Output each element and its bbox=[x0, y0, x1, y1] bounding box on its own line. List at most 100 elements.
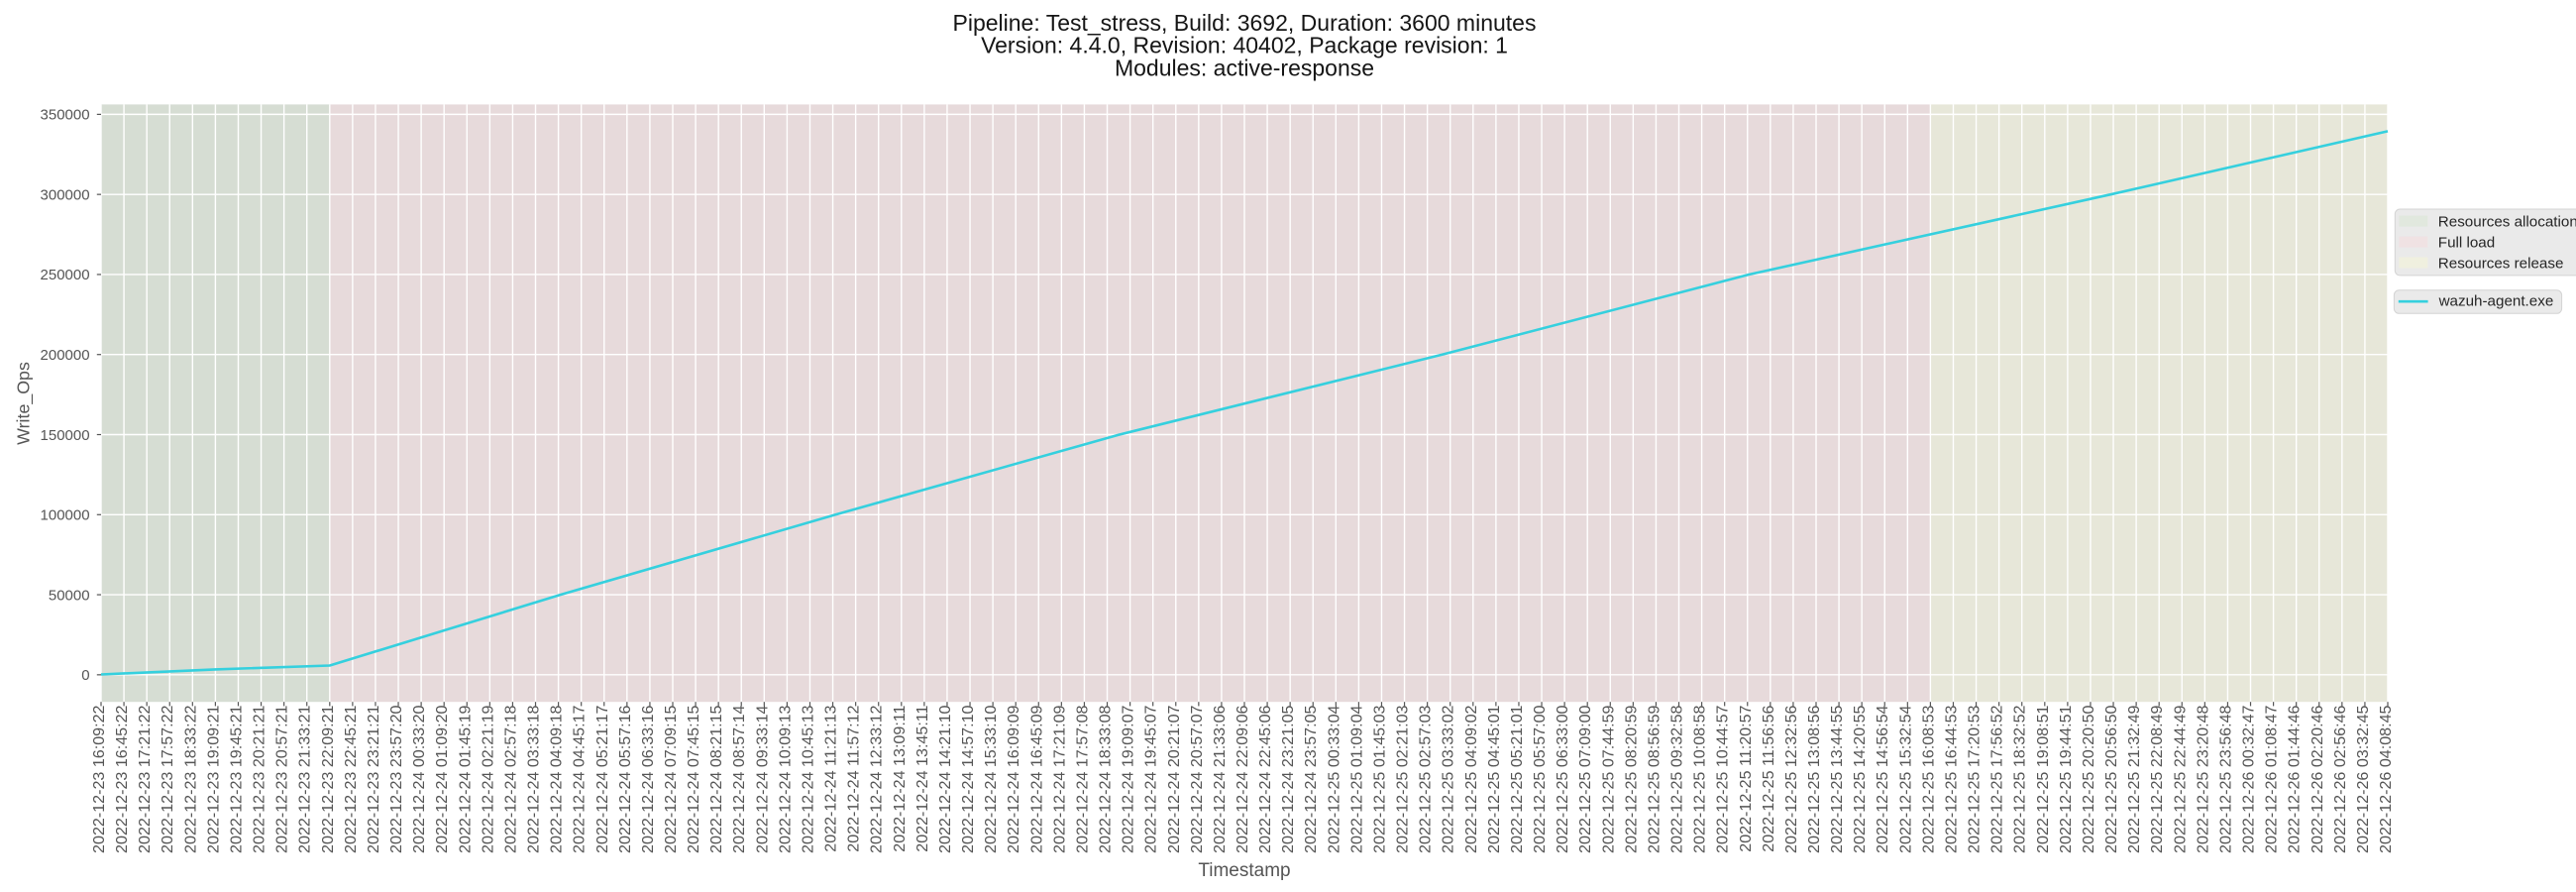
svg-text:2022-12-23 20:21:21: 2022-12-23 20:21:21 bbox=[251, 705, 268, 852]
svg-text:2022-12-24 22:09:06: 2022-12-24 22:09:06 bbox=[1234, 705, 1251, 852]
svg-text:2022-12-24 21:33:06: 2022-12-24 21:33:06 bbox=[1211, 705, 1229, 852]
svg-text:2022-12-25 00:33:04: 2022-12-25 00:33:04 bbox=[1325, 705, 1342, 852]
svg-text:2022-12-24 05:57:16: 2022-12-24 05:57:16 bbox=[616, 705, 634, 852]
svg-text:2022-12-23 17:21:22: 2022-12-23 17:21:22 bbox=[136, 705, 154, 852]
svg-text:2022-12-23 20:57:21: 2022-12-23 20:57:21 bbox=[273, 705, 291, 852]
svg-text:2022-12-24 19:09:07: 2022-12-24 19:09:07 bbox=[1120, 705, 1137, 852]
svg-text:Pipeline: Test_stress, Build:: Pipeline: Test_stress, Build: 3692, Dura… bbox=[953, 10, 1537, 36]
svg-text:2022-12-25 11:56:56: 2022-12-25 11:56:56 bbox=[1760, 705, 1777, 851]
svg-text:2022-12-25 23:56:48: 2022-12-25 23:56:48 bbox=[2216, 705, 2234, 852]
svg-text:2022-12-25 22:08:49: 2022-12-25 22:08:49 bbox=[2148, 705, 2166, 852]
svg-text:2022-12-24 11:57:12: 2022-12-24 11:57:12 bbox=[845, 705, 863, 851]
svg-text:2022-12-25 17:56:52: 2022-12-25 17:56:52 bbox=[1988, 705, 2006, 852]
svg-text:2022-12-23 22:45:21: 2022-12-23 22:45:21 bbox=[342, 705, 360, 852]
svg-text:Write_Ops: Write_Ops bbox=[14, 362, 35, 445]
svg-text:2022-12-23 22:09:21: 2022-12-23 22:09:21 bbox=[319, 705, 337, 852]
svg-text:2022-12-25 14:20:55: 2022-12-25 14:20:55 bbox=[1851, 705, 1869, 852]
svg-text:2022-12-25 08:20:59: 2022-12-25 08:20:59 bbox=[1622, 705, 1640, 852]
svg-text:50000: 50000 bbox=[49, 587, 90, 604]
svg-text:wazuh-agent.exe: wazuh-agent.exe bbox=[2438, 293, 2554, 310]
svg-text:2022-12-25 09:32:58: 2022-12-25 09:32:58 bbox=[1668, 705, 1686, 852]
svg-text:2022-12-24 14:21:10: 2022-12-24 14:21:10 bbox=[936, 705, 954, 852]
svg-text:2022-12-26 01:44:46: 2022-12-26 01:44:46 bbox=[2286, 705, 2304, 852]
svg-text:2022-12-24 10:45:13: 2022-12-24 10:45:13 bbox=[799, 705, 816, 852]
svg-text:2022-12-24 03:33:18: 2022-12-24 03:33:18 bbox=[525, 705, 543, 852]
svg-text:2022-12-24 01:45:19: 2022-12-24 01:45:19 bbox=[456, 705, 474, 852]
svg-text:2022-12-25 02:21:03: 2022-12-25 02:21:03 bbox=[1394, 705, 1412, 852]
svg-text:2022-12-25 19:44:51: 2022-12-25 19:44:51 bbox=[2057, 705, 2075, 852]
svg-text:Modules: active-response: Modules: active-response bbox=[1115, 56, 1374, 81]
svg-text:2022-12-23 21:33:21: 2022-12-23 21:33:21 bbox=[296, 705, 314, 852]
svg-text:2022-12-24 07:45:15: 2022-12-24 07:45:15 bbox=[685, 705, 702, 852]
svg-text:2022-12-23 19:45:21: 2022-12-23 19:45:21 bbox=[227, 705, 245, 852]
svg-text:Full load: Full load bbox=[2438, 235, 2495, 252]
svg-text:2022-12-25 05:21:01: 2022-12-25 05:21:01 bbox=[1508, 705, 1526, 852]
svg-text:2022-12-24 14:57:10: 2022-12-24 14:57:10 bbox=[959, 705, 977, 852]
svg-text:Resources allocation: Resources allocation bbox=[2438, 214, 2576, 231]
svg-text:2022-12-24 07:09:15: 2022-12-24 07:09:15 bbox=[662, 705, 680, 852]
svg-text:2022-12-25 13:44:55: 2022-12-25 13:44:55 bbox=[1828, 705, 1846, 852]
svg-text:2022-12-25 05:57:00: 2022-12-25 05:57:00 bbox=[1531, 705, 1549, 852]
svg-text:2022-12-23 17:57:22: 2022-12-23 17:57:22 bbox=[159, 705, 176, 852]
svg-text:2022-12-25 16:44:53: 2022-12-25 16:44:53 bbox=[1942, 705, 1960, 852]
svg-text:2022-12-26 04:08:45: 2022-12-26 04:08:45 bbox=[2377, 705, 2395, 852]
svg-text:2022-12-24 19:45:07: 2022-12-24 19:45:07 bbox=[1142, 705, 1160, 852]
svg-text:2022-12-25 10:44:57: 2022-12-25 10:44:57 bbox=[1714, 705, 1732, 852]
svg-text:2022-12-25 13:08:56: 2022-12-25 13:08:56 bbox=[1805, 705, 1823, 852]
svg-text:2022-12-26 01:08:47: 2022-12-26 01:08:47 bbox=[2263, 705, 2281, 852]
svg-text:2022-12-25 04:45:01: 2022-12-25 04:45:01 bbox=[1485, 705, 1503, 852]
svg-text:2022-12-25 11:20:57: 2022-12-25 11:20:57 bbox=[1737, 705, 1755, 851]
svg-text:2022-12-25 18:32:52: 2022-12-25 18:32:52 bbox=[2011, 705, 2029, 852]
svg-text:250000: 250000 bbox=[41, 267, 90, 283]
svg-text:100000: 100000 bbox=[41, 507, 90, 524]
svg-text:2022-12-23 16:09:22: 2022-12-23 16:09:22 bbox=[90, 705, 108, 852]
svg-text:2022-12-25 03:33:02: 2022-12-25 03:33:02 bbox=[1440, 705, 1457, 852]
svg-text:2022-12-25 12:32:56: 2022-12-25 12:32:56 bbox=[1782, 705, 1800, 852]
svg-text:350000: 350000 bbox=[41, 107, 90, 124]
svg-text:2022-12-23 23:57:20: 2022-12-23 23:57:20 bbox=[387, 705, 405, 852]
svg-text:2022-12-24 04:09:18: 2022-12-24 04:09:18 bbox=[548, 705, 566, 852]
svg-text:2022-12-24 05:21:17: 2022-12-24 05:21:17 bbox=[593, 705, 611, 852]
svg-text:2022-12-25 22:44:49: 2022-12-25 22:44:49 bbox=[2171, 705, 2189, 852]
svg-text:2022-12-25 14:56:54: 2022-12-25 14:56:54 bbox=[1874, 705, 1891, 852]
svg-text:2022-12-24 17:21:09: 2022-12-24 17:21:09 bbox=[1050, 705, 1068, 852]
svg-text:2022-12-24 13:45:11: 2022-12-24 13:45:11 bbox=[913, 705, 931, 851]
svg-text:2022-12-26 03:32:45: 2022-12-26 03:32:45 bbox=[2354, 705, 2372, 852]
svg-text:2022-12-25 17:20:53: 2022-12-25 17:20:53 bbox=[1966, 705, 1984, 852]
svg-text:2022-12-23 16:45:22: 2022-12-23 16:45:22 bbox=[113, 705, 131, 852]
svg-text:2022-12-24 17:57:08: 2022-12-24 17:57:08 bbox=[1073, 705, 1091, 852]
svg-text:2022-12-26 02:56:46: 2022-12-26 02:56:46 bbox=[2331, 705, 2349, 852]
svg-text:2022-12-24 18:33:08: 2022-12-24 18:33:08 bbox=[1097, 705, 1115, 852]
svg-text:2022-12-25 06:33:00: 2022-12-25 06:33:00 bbox=[1554, 705, 1571, 852]
svg-text:2022-12-24 15:33:10: 2022-12-24 15:33:10 bbox=[982, 705, 1000, 852]
svg-text:2022-12-25 15:32:54: 2022-12-25 15:32:54 bbox=[1896, 705, 1914, 852]
svg-text:2022-12-24 10:09:13: 2022-12-24 10:09:13 bbox=[776, 705, 794, 852]
svg-text:2022-12-24 06:33:16: 2022-12-24 06:33:16 bbox=[639, 705, 657, 852]
svg-text:2022-12-24 23:21:05: 2022-12-24 23:21:05 bbox=[1279, 705, 1297, 852]
svg-text:2022-12-25 07:44:59: 2022-12-25 07:44:59 bbox=[1599, 705, 1617, 852]
svg-text:Version: 4.4.0, Revision: 4040: Version: 4.4.0, Revision: 40402, Package… bbox=[981, 33, 1508, 58]
svg-text:2022-12-24 11:21:13: 2022-12-24 11:21:13 bbox=[822, 705, 840, 851]
svg-text:2022-12-24 09:33:14: 2022-12-24 09:33:14 bbox=[753, 705, 771, 852]
svg-text:2022-12-24 22:45:06: 2022-12-24 22:45:06 bbox=[1256, 705, 1274, 852]
svg-text:300000: 300000 bbox=[41, 186, 90, 203]
svg-text:2022-12-24 08:21:15: 2022-12-24 08:21:15 bbox=[707, 705, 725, 852]
svg-text:2022-12-24 16:45:09: 2022-12-24 16:45:09 bbox=[1027, 705, 1045, 852]
svg-text:2022-12-25 08:56:59: 2022-12-25 08:56:59 bbox=[1645, 705, 1663, 852]
svg-text:2022-12-26 02:20:46: 2022-12-26 02:20:46 bbox=[2308, 705, 2326, 852]
svg-text:150000: 150000 bbox=[41, 427, 90, 444]
svg-text:2022-12-25 02:57:03: 2022-12-25 02:57:03 bbox=[1417, 705, 1435, 852]
svg-text:2022-12-24 13:09:11: 2022-12-24 13:09:11 bbox=[891, 705, 909, 851]
svg-text:2022-12-25 16:08:53: 2022-12-25 16:08:53 bbox=[1919, 705, 1937, 852]
svg-text:2022-12-24 01:09:20: 2022-12-24 01:09:20 bbox=[433, 705, 451, 852]
svg-text:2022-12-23 19:09:21: 2022-12-23 19:09:21 bbox=[204, 705, 222, 852]
svg-text:2022-12-25 19:08:51: 2022-12-25 19:08:51 bbox=[2034, 705, 2052, 852]
svg-text:2022-12-25 23:20:48: 2022-12-25 23:20:48 bbox=[2194, 705, 2211, 852]
svg-text:2022-12-25 04:09:02: 2022-12-25 04:09:02 bbox=[1462, 705, 1480, 852]
svg-text:200000: 200000 bbox=[41, 347, 90, 364]
svg-text:2022-12-24 08:57:14: 2022-12-24 08:57:14 bbox=[730, 705, 748, 852]
svg-text:2022-12-25 21:32:49: 2022-12-25 21:32:49 bbox=[2125, 705, 2143, 852]
svg-text:2022-12-24 00:33:20: 2022-12-24 00:33:20 bbox=[410, 705, 428, 852]
svg-text:2022-12-24 20:21:07: 2022-12-24 20:21:07 bbox=[1165, 705, 1183, 852]
svg-text:2022-12-24 02:57:18: 2022-12-24 02:57:18 bbox=[501, 705, 519, 852]
